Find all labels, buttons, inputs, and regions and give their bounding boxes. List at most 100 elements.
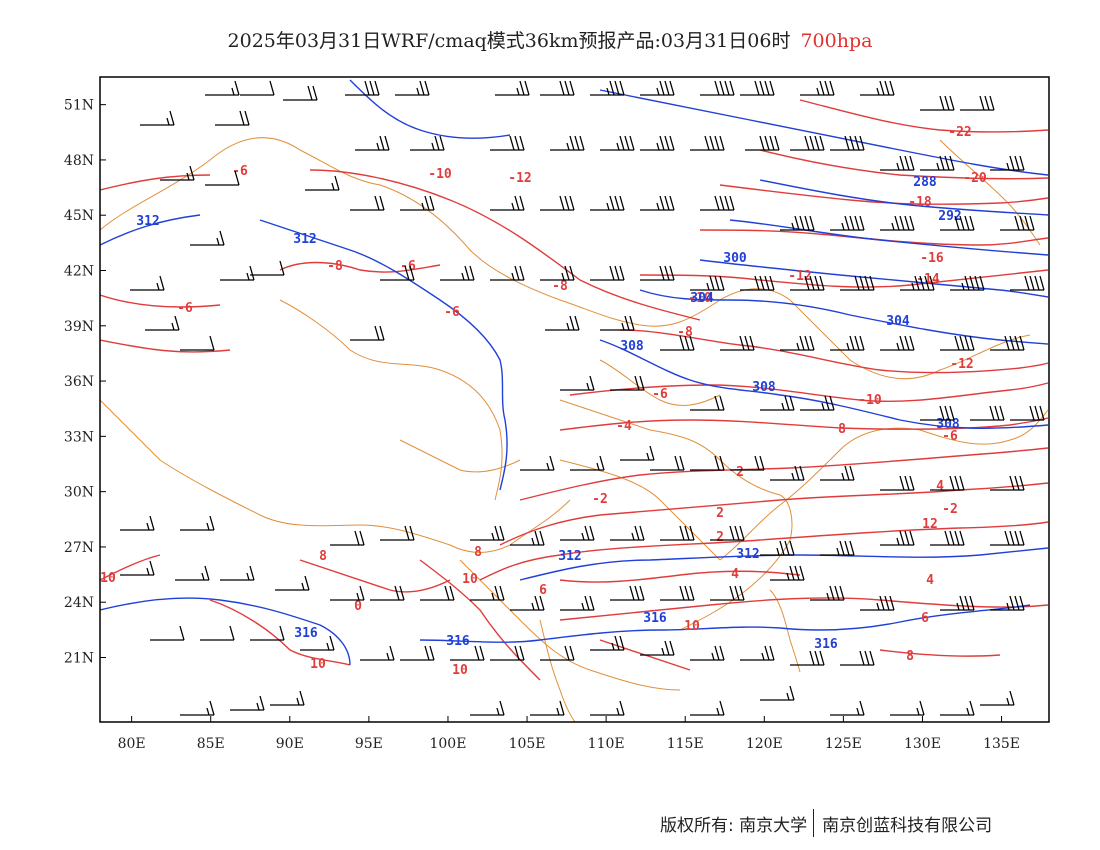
y-tick-label: 27N bbox=[64, 540, 94, 556]
wind-barb bbox=[470, 585, 505, 601]
temperature-label: -8 bbox=[677, 325, 693, 340]
x-tick-label: 125E bbox=[825, 736, 862, 752]
wind-barb bbox=[690, 395, 725, 411]
wind-barb bbox=[180, 515, 215, 531]
wind-barb bbox=[820, 465, 855, 481]
wind-barb bbox=[510, 530, 545, 546]
wind-barb bbox=[890, 700, 925, 716]
wind-barb bbox=[370, 585, 405, 601]
wind-barb bbox=[470, 525, 505, 541]
height-label: 316 bbox=[814, 637, 838, 652]
temperature-label: -6 bbox=[400, 259, 416, 274]
wind-barb bbox=[990, 475, 1025, 491]
y-tick-label: 42N bbox=[64, 264, 94, 280]
temperature-label: -8 bbox=[552, 279, 568, 294]
wind-barb bbox=[690, 275, 725, 291]
y-tick-label: 33N bbox=[64, 429, 94, 445]
wind-barb bbox=[830, 335, 865, 351]
wind-barb bbox=[220, 565, 255, 581]
plot-frame bbox=[99, 76, 1050, 723]
height-label: 316 bbox=[446, 634, 470, 649]
wind-barb bbox=[900, 275, 935, 291]
height-label: 312 bbox=[293, 232, 316, 247]
wind-barb bbox=[840, 650, 875, 666]
temperature-label: -6 bbox=[652, 387, 668, 402]
temperature-label: -22 bbox=[948, 125, 971, 140]
wind-barb bbox=[790, 650, 825, 666]
temperature-label: 8 bbox=[474, 545, 482, 560]
wind-barb bbox=[540, 265, 575, 281]
wind-barb bbox=[550, 135, 585, 151]
wind-barb bbox=[270, 690, 305, 706]
wind-barb bbox=[640, 195, 675, 211]
temperature-label: -6 bbox=[942, 429, 958, 444]
wind-barb bbox=[770, 565, 805, 581]
wind-barb bbox=[510, 595, 545, 611]
wind-barb bbox=[395, 80, 430, 96]
wind-barb bbox=[215, 110, 250, 126]
temperature-label: 10 bbox=[684, 619, 700, 634]
wind-barb bbox=[740, 645, 775, 661]
wind-barb bbox=[1010, 405, 1045, 421]
wind-barb bbox=[490, 195, 525, 211]
wind-barb bbox=[940, 595, 975, 611]
x-tick-label: 120E bbox=[746, 736, 783, 752]
wind-barb bbox=[450, 645, 485, 661]
wind-barb bbox=[490, 265, 525, 281]
y-tick-label: 48N bbox=[64, 153, 94, 169]
wind-barb bbox=[780, 335, 815, 351]
wind-barb bbox=[355, 135, 390, 151]
x-tick-label: 95E bbox=[355, 736, 383, 752]
wind-barb bbox=[590, 195, 625, 211]
wind-barb bbox=[545, 315, 580, 331]
temperature-labels: -22-20-18-16-14-12-10 -12-6-8 -6-6-8-6-8-6… bbox=[100, 125, 987, 678]
wind-barb bbox=[690, 135, 725, 151]
wind-barb bbox=[380, 525, 415, 541]
temperature-label: -16 bbox=[920, 251, 944, 266]
temperature-label: -10 bbox=[428, 167, 452, 182]
wind-barb bbox=[490, 645, 525, 661]
height-label: 316 bbox=[294, 626, 318, 641]
wind-barb bbox=[830, 135, 865, 151]
wind-barb bbox=[1000, 215, 1035, 231]
wind-barb bbox=[400, 195, 435, 211]
wind-barb bbox=[600, 315, 635, 331]
wind-barb bbox=[700, 195, 735, 211]
wind-barb bbox=[745, 135, 780, 151]
wind-barb bbox=[120, 560, 155, 576]
height-label: 304 bbox=[886, 314, 910, 329]
wind-barb bbox=[640, 265, 675, 281]
wind-barb bbox=[740, 80, 775, 96]
wind-barb bbox=[950, 275, 985, 291]
chart-title: 2025年03月31日WRF/cmaq模式36km预报产品:03月31日06时 7… bbox=[0, 26, 1100, 53]
wind-barb bbox=[220, 265, 255, 281]
wind-barb bbox=[410, 135, 445, 151]
wind-barb bbox=[640, 135, 675, 151]
temperature-label: -2 bbox=[942, 502, 958, 517]
height-label: 316 bbox=[643, 611, 667, 626]
wind-barb bbox=[590, 80, 625, 96]
geopotential-height-contours bbox=[100, 79, 1049, 666]
footer-right: 南京创蓝科技有限公司 bbox=[822, 815, 993, 836]
wind-barb bbox=[305, 175, 340, 191]
temperature-label: -4 bbox=[616, 419, 632, 434]
wind-barb bbox=[590, 635, 625, 651]
temperature-label: 8 bbox=[838, 422, 846, 437]
height-label: 300 bbox=[723, 251, 747, 266]
wind-barb bbox=[990, 335, 1025, 351]
wind-barb bbox=[540, 80, 575, 96]
temperature-label: 4 bbox=[926, 573, 934, 588]
wind-barb bbox=[200, 625, 235, 641]
political-boundaries bbox=[100, 137, 1049, 722]
height-label: 292 bbox=[938, 209, 961, 224]
wind-barb bbox=[470, 700, 505, 716]
wind-barb bbox=[710, 525, 745, 541]
wind-barb bbox=[880, 530, 915, 546]
wind-barb bbox=[880, 215, 915, 231]
wind-barb bbox=[920, 405, 955, 421]
wind-barb bbox=[760, 685, 795, 701]
wind-barb bbox=[990, 530, 1025, 546]
temperature-label: -6 bbox=[444, 305, 460, 320]
wind-barb bbox=[190, 230, 225, 246]
y-tick-label: 21N bbox=[64, 651, 94, 667]
